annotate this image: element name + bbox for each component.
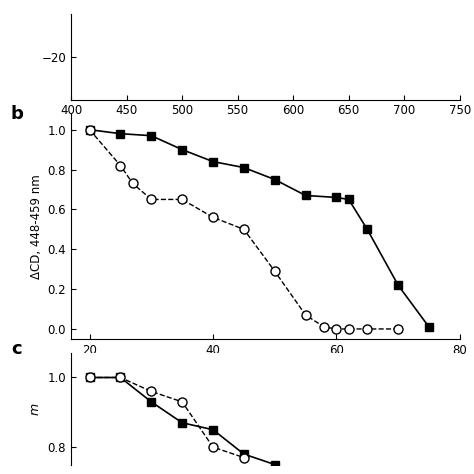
Text: b: b — [11, 105, 24, 123]
X-axis label: Wavelength (nm): Wavelength (nm) — [208, 123, 323, 136]
X-axis label: Temperature (°C): Temperature (°C) — [208, 362, 323, 375]
Y-axis label: m: m — [29, 403, 42, 415]
Y-axis label: ΔCD, 448-459 nm: ΔCD, 448-459 nm — [30, 174, 44, 279]
Text: c: c — [11, 340, 21, 358]
